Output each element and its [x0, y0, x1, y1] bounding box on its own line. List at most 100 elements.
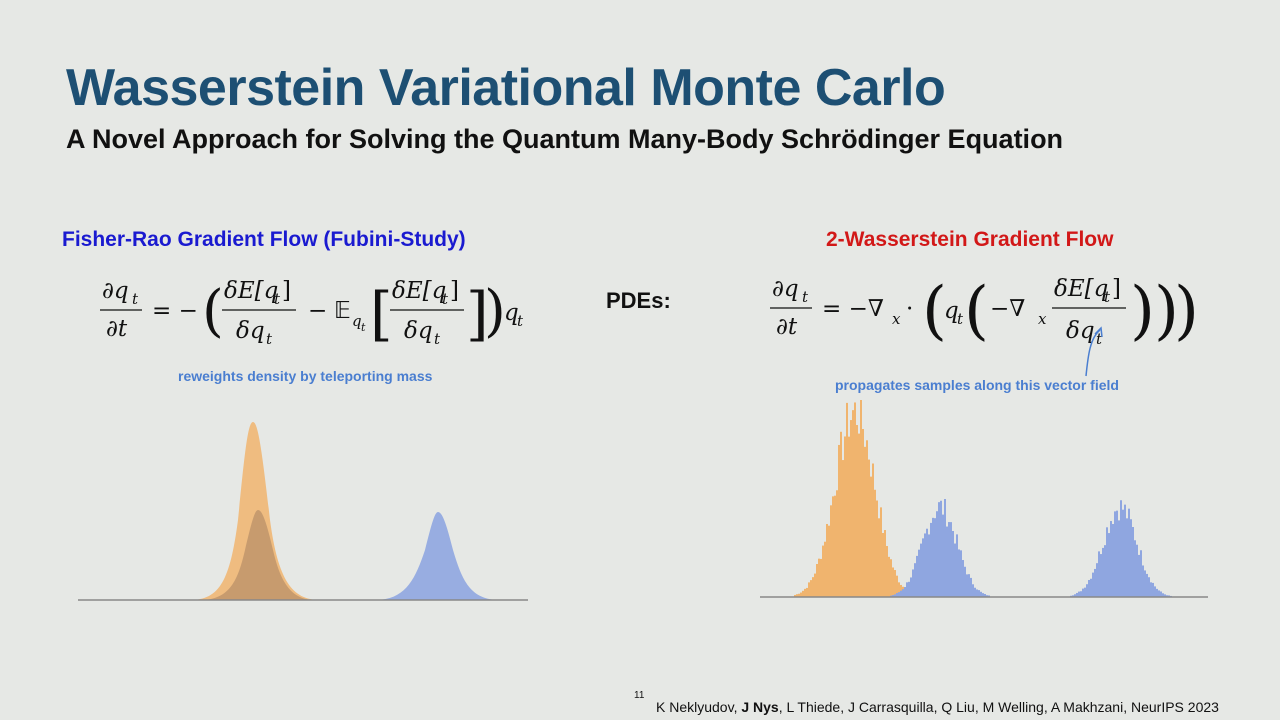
blue-density: [375, 512, 500, 600]
orange-sample-bar: [832, 496, 834, 597]
orange-sample-bar: [812, 577, 814, 597]
orange-sample-bar: [806, 587, 808, 597]
blue-sample-bar: [942, 514, 944, 597]
svg-text:t: t: [802, 288, 809, 306]
orange-sample-bar: [888, 556, 890, 597]
blue-sample-bar: [1116, 510, 1118, 597]
svg-text:q: q: [944, 298, 959, 324]
blue-sample-bar: [1088, 579, 1090, 597]
blue-sample-bar: [1098, 551, 1100, 597]
orange-sample-bar: [874, 489, 876, 597]
blue-sample-bar: [980, 591, 982, 597]
blue-sample-bar: [1074, 594, 1076, 597]
svg-text:): ): [1154, 274, 1179, 348]
svg-text:t: t: [517, 312, 524, 330]
blue-sample-bar: [986, 595, 988, 597]
blue-sample-bar: [1148, 577, 1150, 597]
author: M Welling: [982, 699, 1044, 715]
blue-sample-bar: [1096, 563, 1098, 597]
orange-sample-bar: [886, 546, 888, 597]
blue-sample-bar: [894, 594, 896, 597]
blue-sample-bar: [974, 587, 976, 597]
blue-sample-bar: [1110, 521, 1112, 597]
orange-sample-bar: [854, 402, 856, 597]
svg-text:δE[q: δE[q: [1054, 276, 1108, 302]
blue-sample-bar: [1118, 520, 1120, 597]
author-highlighted: J Nys: [741, 699, 779, 715]
orange-sample-bar: [872, 463, 874, 597]
blue-sample-bar: [1100, 554, 1102, 597]
svg-text:t: t: [1104, 288, 1111, 306]
svg-text:= −: = −: [152, 298, 198, 324]
orange-sample-bar: [892, 567, 894, 597]
blue-sample-bar: [1138, 554, 1140, 597]
blue-sample-bar: [930, 522, 932, 597]
wasserstein-histogram-plot: [760, 400, 1208, 598]
blue-sample-bar: [904, 587, 906, 597]
orange-sample-bar: [878, 518, 880, 597]
orange-density-tall: [190, 422, 320, 600]
page-number: 11: [634, 690, 645, 701]
blue-sample-bar: [1160, 591, 1162, 597]
orange-sample-bar: [876, 500, 878, 597]
blue-sample-bar: [1128, 508, 1130, 597]
svg-text:= −∇: = −∇: [822, 296, 884, 322]
blue-sample-bar: [1106, 527, 1108, 597]
blue-sample-bar: [1102, 547, 1104, 597]
orange-density-reweighted: [200, 510, 315, 600]
author: J Carrasquilla: [847, 699, 934, 715]
orange-sample-bar: [880, 507, 882, 597]
orange-sample-bar: [870, 476, 872, 597]
blue-sample-bar: [924, 533, 926, 597]
blue-sample-bar: [970, 577, 972, 597]
blue-sample-bar: [1112, 524, 1114, 597]
svg-text:·: ·: [906, 296, 913, 322]
blue-sample-bar: [1078, 591, 1080, 597]
fisher-rao-note: reweights density by teleporting mass: [178, 368, 433, 384]
svg-text:t: t: [442, 290, 449, 308]
orange-sample-bar: [856, 425, 858, 597]
orange-sample-bar: [808, 582, 810, 597]
orange-sample-bar: [842, 460, 844, 597]
svg-text:t: t: [132, 290, 139, 308]
wasserstein-equation: ∂q t ∂t = −∇ x · ( qt ( −∇ x δE[qt] δq t )…: [770, 274, 1199, 348]
blue-sample-bar: [968, 574, 970, 597]
blue-sample-bar: [920, 543, 922, 597]
blue-sample-bar: [960, 550, 962, 597]
blue-sample-bar: [934, 518, 936, 597]
blue-sample-bar: [1108, 533, 1110, 597]
blue-sample-bar: [1120, 500, 1122, 597]
orange-sample-bar: [818, 558, 820, 597]
svg-text:t: t: [957, 310, 964, 328]
blue-sample-bar: [902, 589, 904, 597]
blue-sample-bar: [952, 531, 954, 597]
svg-text:t: t: [1096, 330, 1103, 348]
pdes-label: PDEs:: [606, 288, 671, 313]
blue-sample-bar: [956, 534, 958, 597]
svg-text:δq: δq: [1066, 318, 1095, 344]
blue-sample-bar: [1144, 570, 1146, 597]
blue-sample-bar: [954, 543, 956, 597]
orange-sample-bar: [890, 559, 892, 597]
orange-sample-bar: [896, 575, 898, 597]
blue-sample-bar: [912, 569, 914, 597]
blue-sample-bar: [1158, 590, 1160, 597]
blue-sample-bar: [940, 500, 942, 597]
wasserstein-note: propagates samples along this vector fie…: [835, 377, 1119, 393]
slide-subtitle: A Novel Approach for Solving the Quantum…: [66, 124, 1064, 154]
orange-sample-bar: [816, 564, 818, 597]
orange-sample-bar: [852, 410, 854, 597]
svg-text:∂t: ∂t: [776, 314, 798, 340]
svg-text:]: ]: [282, 278, 291, 304]
svg-text:(: (: [202, 279, 224, 344]
blue-sample-bar: [928, 534, 930, 597]
svg-text:): ): [484, 279, 506, 344]
fisher-rao-heading: Fisher-Rao Gradient Flow (Fubini-Study): [62, 228, 466, 251]
blue-sample-bar: [910, 577, 912, 597]
svg-text:δE[q: δE[q: [392, 278, 446, 304]
blue-sample-bar: [914, 563, 916, 597]
blue-sample-bar: [936, 511, 938, 597]
orange-sample-bar: [884, 530, 886, 597]
blue-sample-bar: [1126, 518, 1128, 597]
